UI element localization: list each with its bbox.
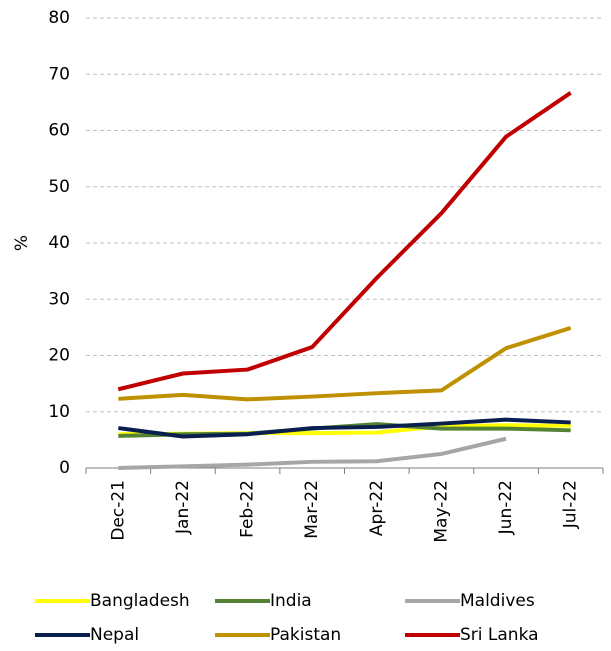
- legend-label: Sri Lanka: [460, 625, 539, 645]
- legend-label: Bangladesh: [90, 591, 190, 611]
- series-line: [117, 91, 572, 392]
- series-line: [118, 417, 571, 439]
- x-tick-label: May-22: [431, 480, 451, 543]
- legend-label: Maldives: [460, 591, 535, 611]
- x-tick-label: Feb-22: [238, 480, 258, 538]
- x-tick-label: Mar-22: [302, 480, 322, 539]
- y-tick-label: 40: [48, 233, 70, 253]
- y-tick-label: 70: [48, 64, 70, 84]
- y-axis-label: %: [12, 235, 32, 251]
- y-tick-label: 80: [48, 8, 70, 28]
- legend-label: Pakistan: [270, 625, 341, 645]
- y-tick-label: 20: [48, 346, 70, 366]
- legend-label: Nepal: [90, 625, 139, 645]
- legend-label: India: [270, 591, 312, 611]
- y-tick-label: 50: [48, 177, 70, 197]
- y-tick-label: 30: [48, 289, 70, 309]
- y-tick-label: 0: [59, 458, 70, 478]
- y-tick-label: 10: [48, 402, 70, 422]
- x-tick-label: Jul-22: [561, 480, 581, 529]
- x-tick-label: Jan-22: [173, 480, 193, 535]
- x-tick-label: Apr-22: [367, 480, 387, 536]
- series-line: [118, 326, 572, 402]
- x-tick-label: Dec-21: [108, 480, 128, 541]
- y-tick-label: 60: [48, 121, 70, 141]
- series-line: [118, 436, 507, 470]
- x-tick-label: Jun-22: [496, 480, 516, 535]
